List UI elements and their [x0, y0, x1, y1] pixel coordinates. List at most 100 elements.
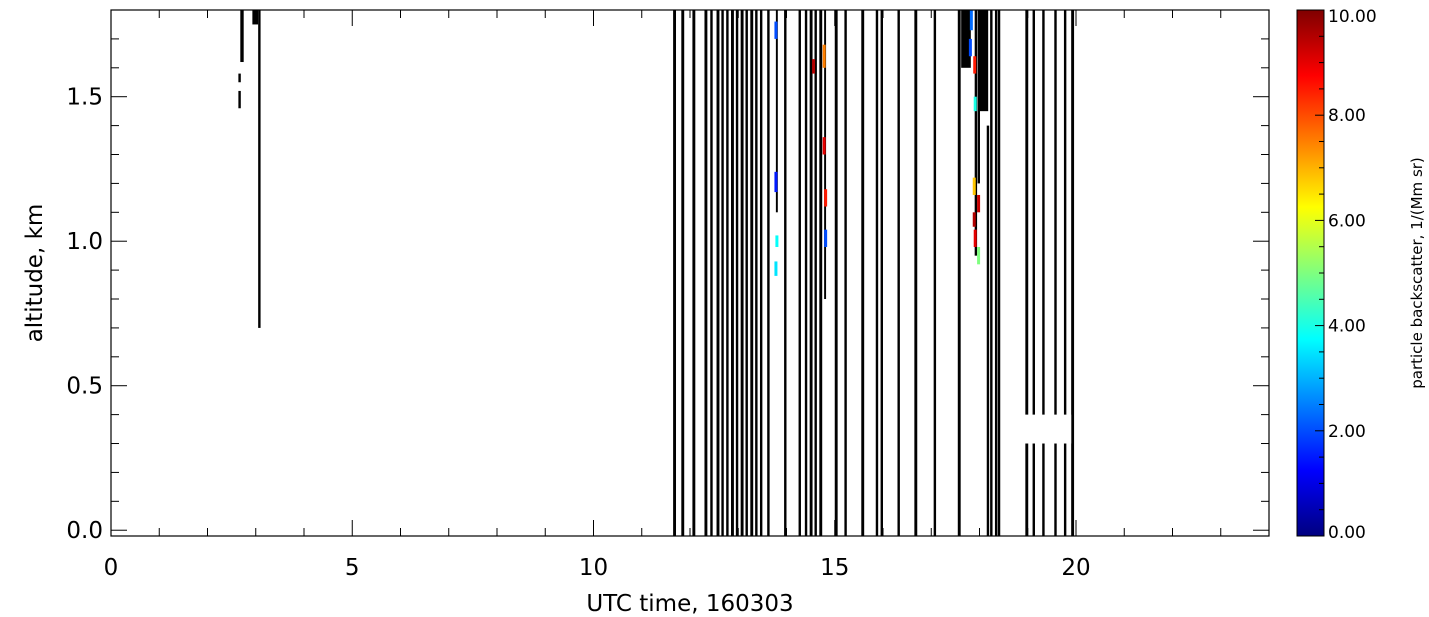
data-cell: [824, 189, 828, 207]
y-axis-ticks: [111, 38, 1269, 531]
data-column: [844, 10, 847, 536]
data-column: [990, 10, 993, 536]
data-cell: [973, 56, 977, 74]
colorbar-tick-label: 10.00: [1328, 7, 1377, 27]
data-column: [957, 10, 961, 536]
data-cell: [824, 229, 828, 247]
data-column: [258, 10, 261, 328]
data-cell: [973, 96, 977, 112]
data-column: [755, 10, 758, 536]
data-column: [1054, 10, 1057, 536]
data-cell: [775, 235, 779, 247]
data-column: [933, 10, 937, 536]
data-column: [997, 10, 1001, 536]
data-column: [979, 10, 989, 112]
data-cell: [969, 10, 973, 31]
data-column: [775, 10, 778, 213]
x-tick-label: 10: [579, 555, 608, 581]
y-axis-label: altitude, km: [22, 204, 48, 343]
data-column: [1063, 10, 1067, 536]
data-column: [897, 10, 900, 536]
data-column: [1025, 10, 1029, 536]
colored-cells-layer: [774, 10, 981, 276]
data-column: [721, 10, 724, 536]
data-column: [704, 10, 708, 536]
colorbar-ticks: [1315, 9, 1324, 537]
data-column: [804, 10, 808, 536]
x-tick-label: 0: [104, 555, 119, 581]
data-cell: [774, 261, 778, 276]
data-cell: [822, 44, 826, 68]
x-axis-tick-labels: 0 5 10 15 20: [104, 555, 1091, 581]
y-axis-tick-labels: 0.0 0.5 1.0 1.5: [66, 85, 103, 545]
data-cell: [972, 177, 976, 195]
plot-background: [111, 10, 1269, 536]
data-column: [238, 90, 241, 109]
data-cell: [774, 171, 778, 193]
colorbar-tick-label: 2.00: [1328, 422, 1366, 442]
data-cell: [822, 137, 826, 155]
data-column: [759, 10, 763, 536]
data-column: [814, 10, 817, 536]
y-tick-label: 1.0: [66, 229, 103, 255]
data-column: [238, 73, 241, 83]
data-gap: [1022, 414, 1072, 444]
colorbar-tick-label: 6.00: [1328, 211, 1366, 231]
data-column: [735, 10, 739, 536]
colorbar-tick-label: 0.00: [1328, 523, 1366, 543]
data-column: [986, 125, 990, 536]
data-column: [798, 10, 801, 536]
data-column: [745, 10, 748, 536]
plot-area: 0 5 10 15 20 0.0 0.5 1.0 1.5 UTC time, 160303 a…: [22, 9, 1270, 617]
data-cell: [973, 229, 977, 247]
data-column: [784, 10, 787, 536]
y-tick-label: 1.5: [66, 85, 103, 111]
x-axis-label: UTC time, 160303: [586, 591, 793, 617]
data-column: [767, 10, 770, 536]
data-column: [710, 10, 713, 536]
y-tick-label: 0.5: [66, 374, 103, 400]
colorbar-tick-label: 8.00: [1328, 106, 1366, 126]
data-column: [716, 10, 720, 536]
data-column: [673, 10, 677, 536]
data-column: [692, 10, 696, 536]
colorbar: 0.00 2.00 4.00 6.00 8.00 10.00 particle backs…: [1296, 7, 1426, 543]
data-cell: [968, 38, 972, 57]
data-column: [977, 10, 980, 184]
data-column: [861, 10, 865, 536]
colorbar-tick-label: 4.00: [1328, 317, 1366, 337]
data-column: [1071, 10, 1075, 536]
data-column: [809, 10, 813, 536]
x-tick-label: 5: [345, 555, 360, 581]
x-tick-label: 20: [1061, 555, 1090, 581]
data-column: [834, 10, 838, 536]
data-column: [740, 10, 744, 536]
data-cell: [977, 194, 981, 213]
black-columns-layer: [238, 10, 1075, 536]
data-column: [1042, 10, 1045, 536]
data-cell: [972, 212, 976, 227]
x-axis-ticks: [110, 10, 1270, 536]
data-column: [914, 10, 918, 536]
data-cell: [812, 59, 816, 74]
data-column: [994, 10, 998, 536]
data-column: [731, 10, 734, 536]
y-tick-label: 0.0: [66, 518, 103, 544]
colorbar-label: particle backscatter, 1/(Mm sr): [1408, 157, 1426, 389]
data-cell: [977, 246, 981, 265]
data-column: [974, 10, 978, 256]
data-column: [240, 10, 244, 63]
data-column: [750, 10, 754, 536]
data-column: [681, 10, 685, 536]
data-column: [875, 10, 879, 536]
data-cell: [774, 21, 778, 39]
data-column: [880, 10, 883, 536]
white-boxes-layer: [1022, 414, 1072, 444]
data-column: [819, 10, 823, 536]
data-column: [961, 10, 971, 68]
colorbar-tick-labels: 0.00 2.00 4.00 6.00 8.00 10.00: [1328, 7, 1377, 543]
data-column: [726, 10, 729, 536]
x-tick-label: 15: [820, 555, 849, 581]
data-column: [1032, 10, 1035, 536]
